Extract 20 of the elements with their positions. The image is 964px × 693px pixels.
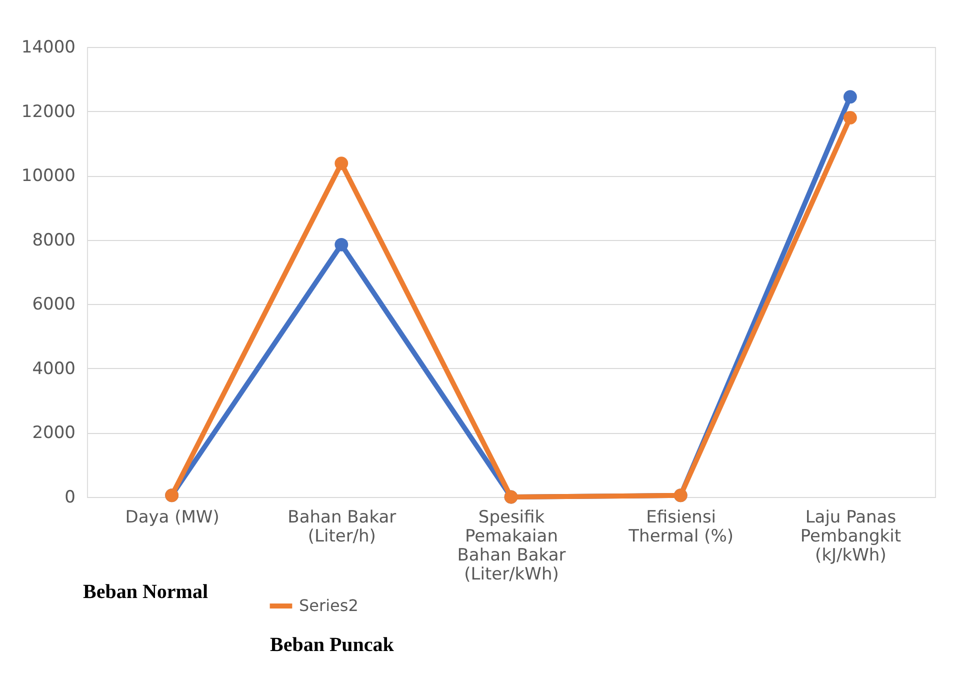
y-tick-label: 6000 <box>32 294 76 315</box>
y-tick-label: 2000 <box>32 423 76 444</box>
y-tick-label: 4000 <box>32 358 76 379</box>
y-tick-label: 10000 <box>21 166 76 186</box>
y-tick-label: 8000 <box>32 230 76 250</box>
x-tick-label: Efisiensi Thermal (%) <box>628 508 734 546</box>
x-tick-label: Spesifik Pemakaian Bahan Bakar (Liter/kWh) <box>457 508 566 584</box>
point <box>334 238 348 252</box>
point <box>843 90 857 104</box>
x-tick-label: Bahan Bakar (Liter/h) <box>288 508 396 546</box>
x-tick-label: Laju Panas Pembangkit (kJ/kWh) <box>800 508 902 566</box>
text: Beban Puncak <box>270 634 395 656</box>
text: Beban Normal <box>83 581 208 603</box>
y-tick-label: 14000 <box>21 38 76 58</box>
point <box>843 111 857 124</box>
x-tick-label: Daya (MW) <box>125 508 220 528</box>
y-tick-label: 0 <box>64 488 76 508</box>
legend-label: Series2 <box>299 596 358 615</box>
point <box>334 156 348 170</box>
y-tick-label: 12000 <box>21 102 76 122</box>
